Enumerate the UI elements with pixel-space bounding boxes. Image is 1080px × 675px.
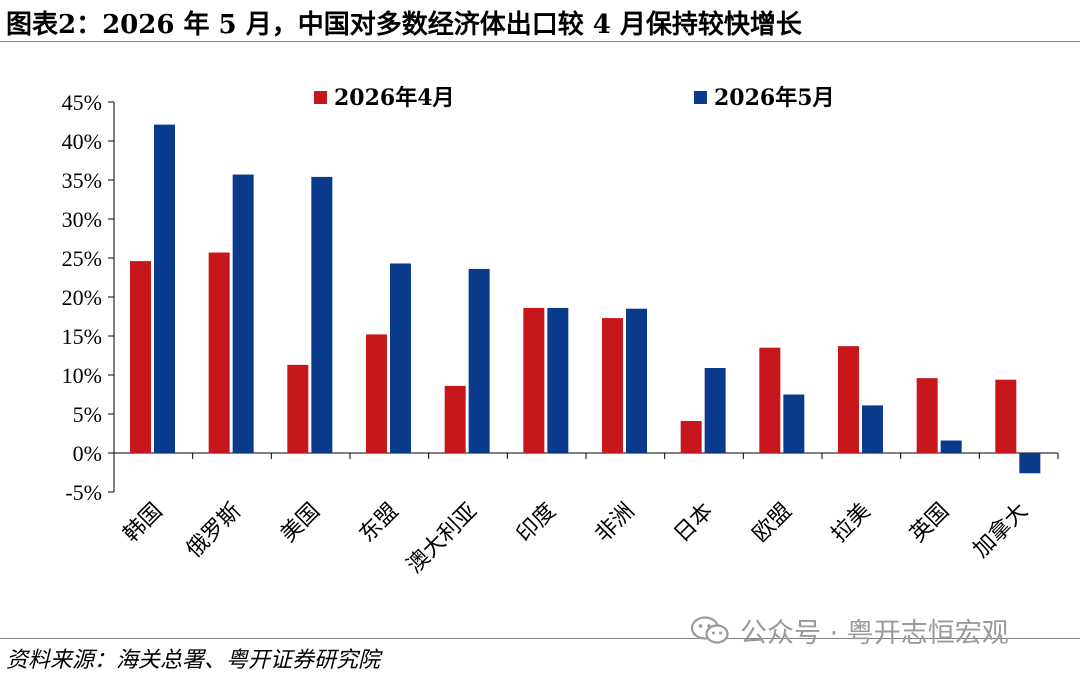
y-tick-label: 15%: [62, 324, 102, 349]
y-tick-label: 30%: [62, 207, 102, 232]
y-tick-label: 0%: [73, 441, 102, 466]
bar-may-4: [468, 268, 490, 453]
bar-may-5: [547, 307, 569, 453]
category-label: 拉美: [827, 499, 876, 548]
y-tick-label: -5%: [65, 480, 102, 505]
bar-april-4: [444, 385, 466, 453]
y-tick-label: 10%: [62, 363, 102, 388]
bar-april-2: [287, 364, 309, 453]
y-tick-label: 40%: [62, 129, 102, 154]
bar-may-0: [154, 124, 175, 454]
bar-april-8: [759, 347, 781, 453]
bar-april-3: [366, 334, 387, 453]
wechat-icon: [690, 616, 729, 644]
y-tick-label: 5%: [73, 402, 102, 427]
category-label: 东盟: [355, 499, 404, 548]
category-label: 澳大利亚: [402, 499, 482, 579]
bar-may-6: [626, 308, 647, 453]
legend-label-april: 2026年4月: [334, 85, 455, 111]
chart-title: 图表2：2026 年 5 月，中国对多数经济体出口较 4 月保持较快增长: [6, 10, 802, 40]
header-rule: [0, 41, 1080, 42]
bar-april-9: [838, 346, 859, 453]
watermark: 公众号 · 粤开志恒宏观: [690, 612, 1009, 649]
bar-may-10: [940, 440, 962, 453]
category-label: 印度: [512, 499, 561, 548]
category-label: 欧盟: [748, 499, 797, 548]
bar-april-7: [680, 421, 702, 453]
category-label: 加拿大: [968, 498, 1033, 563]
bar-may-1: [232, 174, 254, 454]
bar-may-3: [390, 263, 411, 453]
bar-april-6: [602, 318, 623, 453]
source-note: 资料来源：海关总署、粤开证券研究院: [6, 648, 381, 673]
bar-april-10: [916, 378, 938, 453]
bar-april-5: [523, 307, 545, 453]
y-tick-label: 45%: [62, 90, 102, 115]
category-label: 日本: [669, 499, 718, 548]
footer-rule: [0, 638, 1080, 639]
category-label: 俄罗斯: [182, 499, 246, 563]
header: 图表2：2026 年 5 月，中国对多数经济体出口较 4 月保持较快增长: [0, 0, 1080, 42]
bar-may-8: [783, 394, 805, 453]
bar-may-9: [862, 405, 883, 453]
legend-swatch-april: [314, 91, 327, 104]
bar-april-1: [208, 252, 230, 453]
bar-may-11: [1019, 453, 1041, 474]
bar-april-11: [995, 379, 1017, 453]
bar-may-7: [704, 367, 726, 453]
category-label: 韩国: [119, 499, 168, 548]
legend-swatch-may: [694, 91, 707, 104]
category-label: 英国: [905, 499, 954, 548]
category-label: 非洲: [591, 499, 640, 548]
bar-may-2: [311, 176, 333, 453]
watermark-text: 公众号 · 粤开志恒宏观: [740, 617, 1009, 649]
category-label: 美国: [276, 499, 325, 548]
y-tick-label: 35%: [62, 168, 102, 193]
bar-april-0: [130, 261, 151, 453]
y-tick-label: 25%: [62, 246, 102, 271]
legend-label-may: 2026年5月: [714, 85, 835, 111]
y-tick-label: 20%: [62, 285, 102, 310]
